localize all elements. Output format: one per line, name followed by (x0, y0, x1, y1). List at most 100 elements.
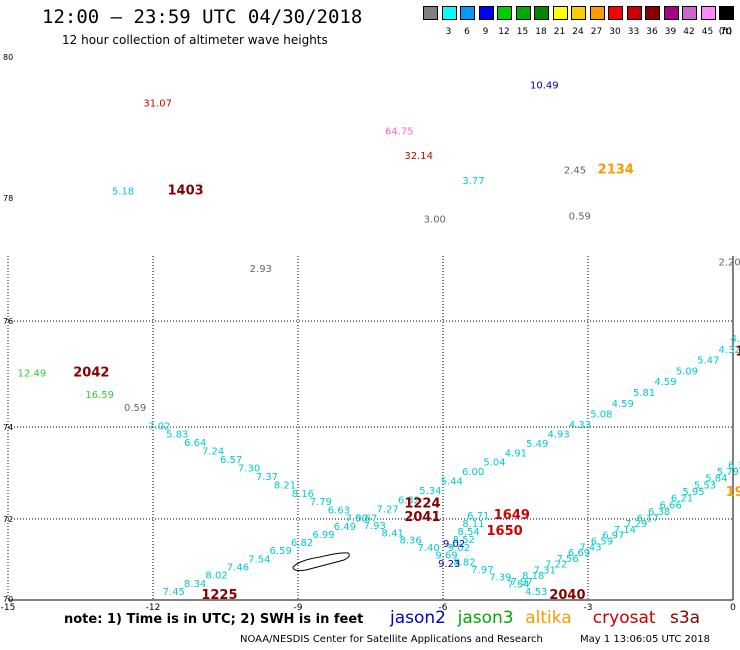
swh-track-value: 5.81 (633, 388, 655, 399)
swh-track-value: 4.32 (719, 345, 740, 356)
legend-tick-label: 33 (627, 27, 640, 37)
generated-time: May 1 13:06:05 UTC 2018 (580, 634, 710, 645)
swh-track-value: 8.52 (453, 535, 475, 546)
lon-axis-label: 0 (730, 603, 736, 613)
swh-track-value: 5.53 (694, 480, 716, 491)
swh-track-value: 7.29 (625, 519, 647, 530)
swh-track-value: 5.08 (590, 410, 612, 421)
swh-track-value: 5.47 (697, 356, 719, 367)
pass-time-label: 2041 (404, 510, 440, 525)
swh-track-value: 7.97 (511, 577, 533, 588)
swh-track-value: 6.82 (291, 538, 313, 549)
pass-time-label: 1649 (494, 508, 530, 523)
island-outline (292, 552, 350, 572)
swh-track-value: 8.36 (400, 536, 422, 547)
swh-track-value: 5.34 (419, 486, 441, 497)
swh-track-value: 7.39 (489, 572, 511, 583)
swh-value-label: 3.77 (462, 176, 484, 187)
swh-track-value: 8.16 (292, 489, 314, 500)
swh-value-label: 3.00 (424, 215, 446, 226)
satellite-jason3: jason3 (457, 608, 514, 628)
swh-track-value: 8.18 (522, 571, 544, 582)
legend-swatch (460, 6, 475, 20)
swh-track-value: 7.79 (310, 497, 332, 508)
legend-swatch (441, 6, 457, 20)
footer-note: note: 1) Time is in UTC; 2) SWH is in fe… (64, 612, 364, 627)
swh-track-value: 5.49 (526, 439, 548, 450)
swh-track-value: 8.54 (458, 527, 480, 538)
swh-track-value: 9.02 (448, 543, 470, 554)
legend-tick-label: 39 (664, 27, 677, 37)
swh-track-value: 7.93 (364, 521, 386, 532)
legend-swatch (700, 6, 716, 20)
swh-value-label: 31.07 (143, 98, 172, 109)
lon-axis-label: -6 (439, 603, 448, 613)
swh-value-label: 32.14 (404, 151, 433, 162)
swh-value-label: 9.23 (438, 559, 460, 570)
swh-track-value: 7.02 (148, 421, 170, 432)
swh-track-value: 4.59 (612, 399, 634, 410)
swh-track-value: 5.83 (166, 430, 188, 441)
swh-track-value: 7.00 (346, 514, 368, 525)
lat-axis-label: 80 (3, 53, 13, 62)
pass-time-label: 1403 (168, 183, 204, 198)
pass-time-label: 1224 (404, 497, 440, 512)
legend-swatch (423, 6, 438, 20)
swh-track-value: 6.71 (467, 511, 489, 522)
legend-swatch (682, 6, 697, 20)
swh-track-value: 6.30 (728, 460, 740, 471)
lat-axis-label: 70 (3, 595, 13, 604)
pass-time-label: 1225 (201, 588, 237, 603)
swh-track-value: 7.31 (534, 565, 556, 576)
swh-track-value: 8.34 (184, 579, 206, 590)
swh-track-value: 5.09 (676, 366, 698, 377)
swh-value-label: 0.59 (124, 403, 146, 414)
legend-tick-label: 9 (482, 27, 489, 37)
lon-axis-label: -12 (146, 603, 161, 613)
legend-swatch (663, 6, 679, 20)
swh-track-value: 4.53 (525, 587, 547, 598)
swh-track-value: 7.43 (579, 542, 601, 553)
legend-tick-label: 6 (464, 27, 470, 37)
swh-track-value: 7.56 (556, 554, 578, 565)
satellite-cryosat: cryosat (592, 608, 656, 628)
pass-time-label: 2040 (549, 588, 585, 603)
legend-tick-label: 24 (572, 27, 584, 37)
swh-track-value: 6.59 (270, 546, 292, 557)
swh-track-value: 7.97 (471, 565, 493, 576)
swh-track-value: 7.40 (417, 543, 439, 554)
lat-axis-label: 72 (3, 515, 13, 524)
legend-tick-label: 30 (609, 27, 621, 37)
legend-swatch (589, 6, 605, 20)
swh-track-value: 7.22 (545, 560, 567, 571)
legend-tick-label: 12 (498, 27, 510, 37)
swh-value-label: 16.59 (85, 390, 114, 401)
legend-swatch (571, 6, 586, 20)
legend-swatch (645, 6, 660, 20)
swh-value-label: 2.93 (250, 264, 272, 275)
swh-track-value: 6.59 (591, 536, 613, 547)
legend-swatch (552, 6, 568, 20)
swh-value-label: 10.49 (530, 81, 559, 92)
legend-swatch (497, 6, 512, 20)
pass-time-label: 19 (726, 485, 740, 500)
swh-track-value: 7.24 (202, 447, 224, 458)
swh-track-value: 6.17 (637, 513, 659, 524)
swh-track-value: 4.59 (654, 377, 676, 388)
swh-value-label: 4. (731, 334, 740, 345)
swh-track-value: 6.21 (671, 494, 693, 505)
legend-tick-label: 3 (445, 27, 452, 37)
swh-track-value: 7.30 (238, 463, 260, 474)
legend-swatch (534, 6, 549, 20)
lat-axis-label: 78 (3, 194, 13, 203)
swh-track-value: 5.04 (483, 458, 505, 469)
swh-track-value: 6.38 (648, 507, 670, 518)
swh-track-value: 4.33 (569, 420, 591, 431)
swh-track-value: 6.66 (659, 500, 681, 511)
swh-track-value: 7.37 (256, 472, 278, 483)
swh-track-value: 5.84 (705, 474, 727, 485)
pass-time-label: 1650 (487, 524, 523, 539)
swh-value-label: 2.45 (564, 165, 586, 176)
legend-swatch (608, 6, 623, 20)
legend-swatch (626, 6, 642, 20)
